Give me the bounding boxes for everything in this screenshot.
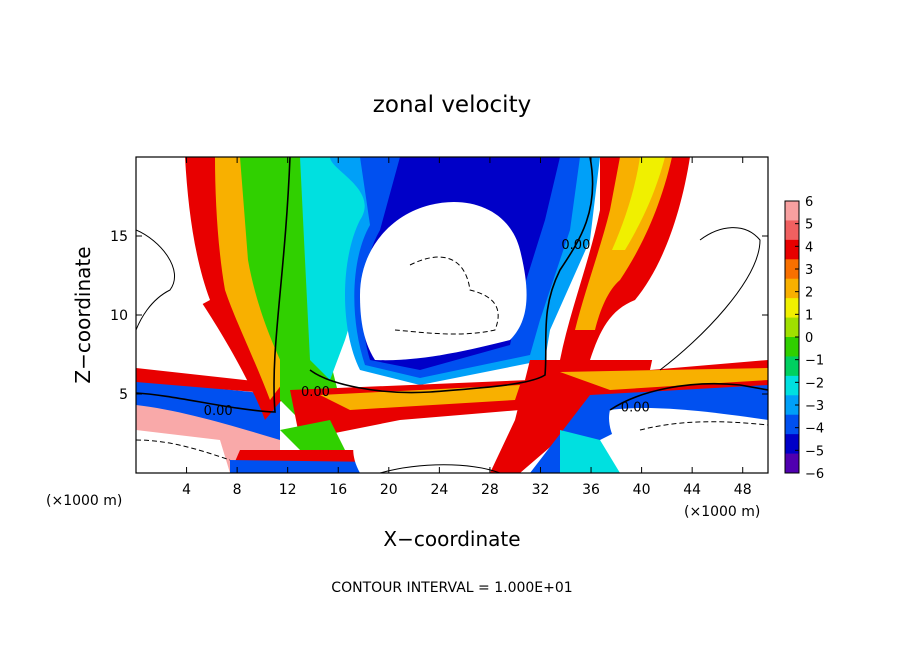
chart-title: zonal velocity [373, 92, 531, 118]
colorbar-swatch [785, 259, 799, 280]
colorbar-tick-label: −5 [805, 444, 824, 459]
x-tick-label: 48 [734, 482, 752, 498]
x-tick-label: 44 [683, 482, 701, 498]
x-unit-left: (×1000 m) [46, 493, 122, 509]
x-tick-label: 36 [582, 482, 600, 498]
colorbar-swatch [785, 395, 799, 416]
x-tick-label: 4 [182, 482, 191, 498]
x-tick-label: 40 [633, 482, 651, 498]
y-tick-label: 15 [110, 229, 128, 245]
colorbar-tick-label: −4 [805, 422, 824, 437]
colorbar-swatch [785, 201, 799, 221]
contour-label: 0.00 [561, 238, 590, 253]
x-tick-label: 12 [279, 482, 297, 498]
contour-lines [136, 157, 768, 473]
x-tick-label: 32 [532, 482, 550, 498]
colorbar-swatch [785, 298, 799, 319]
color-field [136, 157, 768, 473]
y-tick-label: 10 [110, 308, 128, 324]
colorbar-swatch [785, 414, 799, 435]
colorbar-tick-label: 4 [805, 240, 813, 255]
colorbar: 6 5 4 3 2 1 0 −1 −2 −3 −4 −5 −6 [784, 195, 824, 482]
plot-area [136, 157, 768, 473]
colorbar-swatch [785, 356, 799, 377]
colorbar-tick-label: 5 [805, 218, 813, 233]
x-tick-label: 24 [430, 482, 448, 498]
y-axis: 5 10 15 [110, 229, 768, 403]
colorbar-tick-label: −2 [805, 376, 824, 391]
contour-labels: 0.00 0.00 0.00 0.00 [204, 238, 650, 419]
colorbar-swatch [785, 434, 799, 455]
x-axis-label: X−coordinate [383, 527, 520, 551]
colorbar-tick-label: 2 [805, 286, 813, 301]
x-tick-label: 20 [380, 482, 398, 498]
colorbar-tick-label: −6 [805, 467, 824, 482]
colorbar-tick-label: 6 [805, 195, 813, 210]
colorbar-swatch [785, 317, 799, 338]
contour-label: 0.00 [204, 404, 233, 419]
colorbar-swatch [785, 239, 799, 260]
x-unit-right: (×1000 m) [684, 504, 760, 520]
colorbar-swatch [785, 220, 799, 241]
x-tick-label: 28 [481, 482, 499, 498]
contour-label: 0.00 [621, 401, 650, 416]
x-tick-label: 16 [329, 482, 347, 498]
y-axis-label: Z−coordinate [71, 246, 95, 383]
colorbar-swatch [785, 453, 799, 474]
y-tick-label: 5 [119, 387, 128, 403]
x-tick-label: 8 [233, 482, 242, 498]
colorbar-tick-label: −3 [805, 399, 824, 414]
colorbar-tick-label: 3 [805, 263, 813, 278]
colorbar-tick-label: −1 [805, 354, 824, 369]
footer-contour-interval: CONTOUR INTERVAL = 1.000E+01 [331, 580, 572, 596]
colorbar-tick-label: 1 [805, 308, 813, 323]
contour-label: 0.00 [301, 385, 330, 400]
colorbar-swatch [785, 375, 799, 396]
colorbar-swatch [785, 278, 799, 299]
colorbar-tick-label: 0 [805, 331, 813, 346]
x-axis: 4 8 12 16 20 24 28 32 36 40 44 48 [182, 157, 752, 498]
colorbar-swatch [785, 337, 799, 357]
